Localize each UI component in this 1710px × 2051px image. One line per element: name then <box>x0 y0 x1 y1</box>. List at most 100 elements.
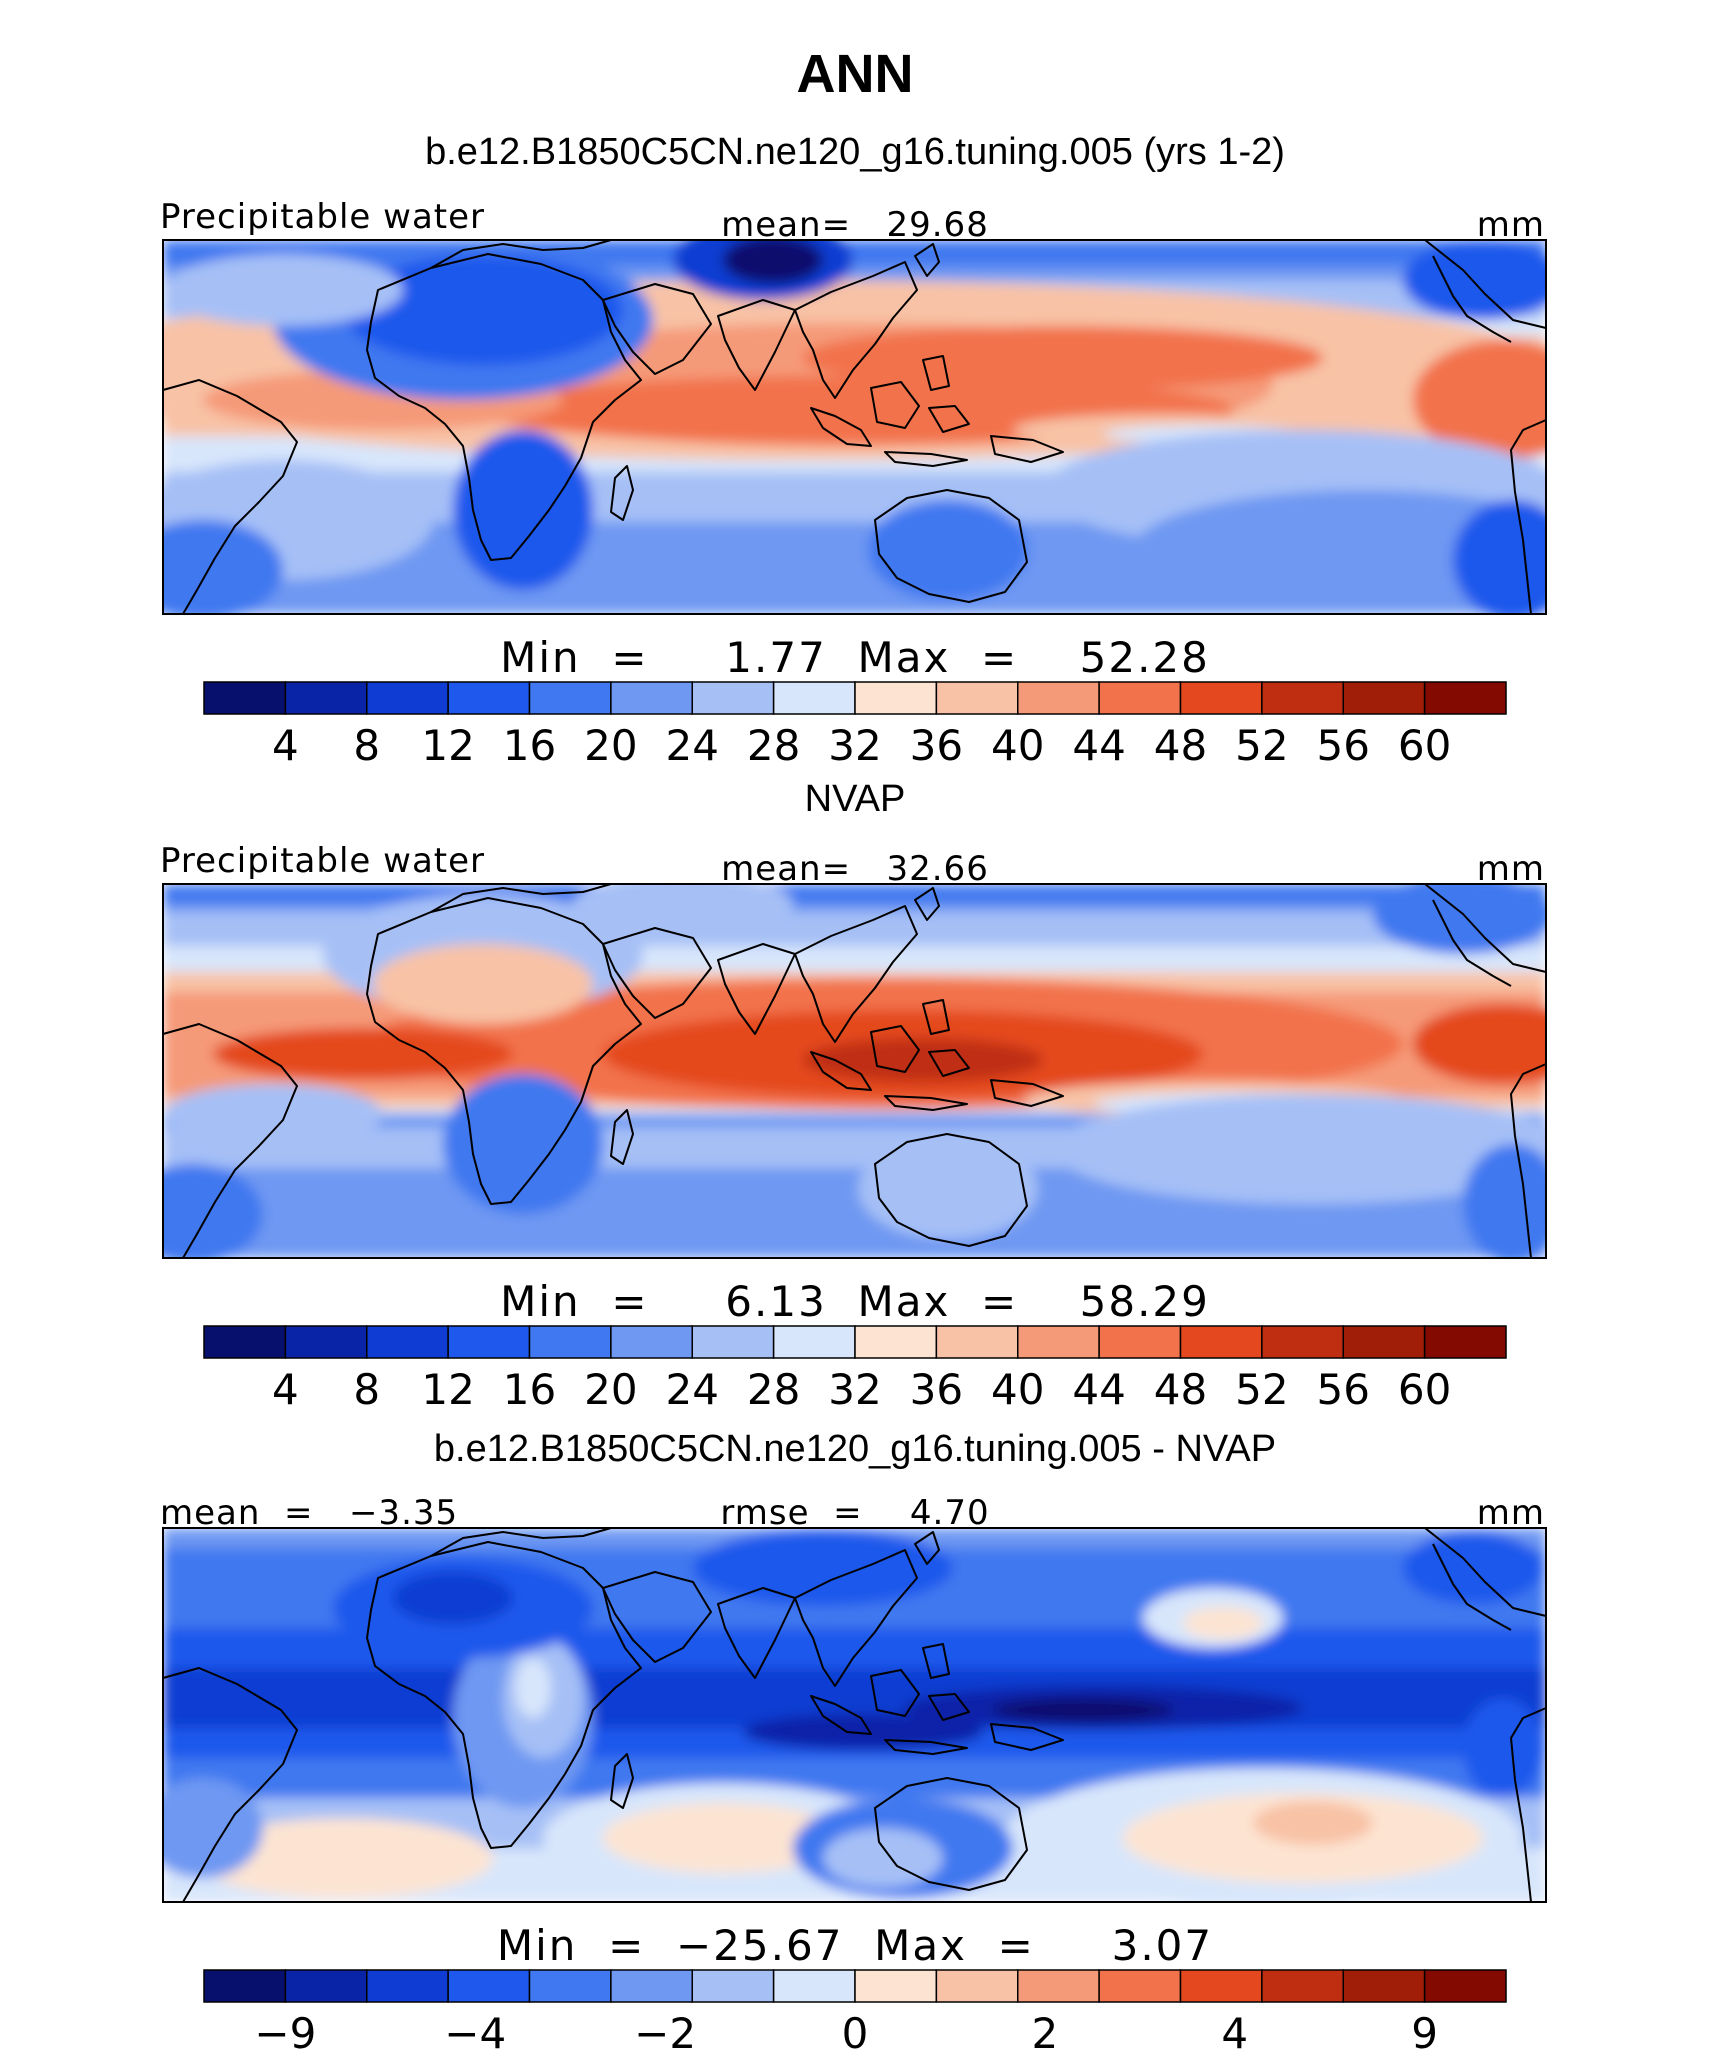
colorbar-tick-label: 8 <box>353 721 380 770</box>
colorbar-swatch <box>1179 1325 1263 1359</box>
colorbar-swatch <box>447 1969 531 2003</box>
colorbar-tick-label: 9 <box>1411 2009 1438 2051</box>
colorbar-swatch <box>691 1969 775 2003</box>
colorbar-tick-label: 16 <box>503 1365 556 1414</box>
map-field <box>162 883 1547 1259</box>
map-field <box>162 1527 1547 1903</box>
colorbar-swatch <box>1423 1325 1507 1359</box>
colorbar-tick-label: 52 <box>1235 1365 1288 1414</box>
figure-title: ANN <box>797 44 914 104</box>
colorbar-tick-label: 32 <box>828 1365 881 1414</box>
colorbar-tick-label: 36 <box>910 1365 963 1414</box>
colorbar-swatch <box>1017 681 1100 715</box>
colorbar-tick-label: 28 <box>747 1365 800 1414</box>
colorbar-tick-label: 60 <box>1398 1365 1451 1414</box>
colorbar-swatch <box>1098 681 1182 715</box>
colorbar-swatch <box>1342 1325 1426 1359</box>
colorbar: −9 −4 −2 0 2 4 9 <box>203 1969 1507 2051</box>
colorbar-swatch <box>935 1969 1019 2003</box>
colorbar-swatch <box>366 1325 449 1359</box>
min-max-label: Min = 6.13 Max = 58.29 <box>500 1277 1210 1326</box>
colorbar-swatch <box>203 1325 287 1359</box>
colorbar: 4 8 12 16 20 24 28 32 36 40 44 48 52 56 60 <box>203 1325 1507 1414</box>
colorbar-swatch <box>1179 1969 1263 2003</box>
colorbar-swatch <box>1423 681 1507 715</box>
panel-nvap: NVAP Precipitable water mean= 32.66 mm M… <box>160 778 1547 1414</box>
colorbar-tick-label: 20 <box>584 721 637 770</box>
colorbar-swatch <box>1261 1325 1345 1359</box>
colorbar-swatch <box>366 681 449 715</box>
panel-units-label: mm <box>1477 1493 1545 1533</box>
colorbar: 4 8 12 16 20 24 28 32 36 40 44 48 52 56 60 <box>203 681 1507 770</box>
colorbar-tick-label: 32 <box>828 721 881 770</box>
colorbar-tick-label: 12 <box>421 1365 474 1414</box>
colorbar-swatch <box>1017 1969 1100 2003</box>
colorbar-tick-label: 16 <box>503 721 556 770</box>
colorbar-tick-label: 48 <box>1154 1365 1207 1414</box>
colorbar-swatch <box>854 1969 938 2003</box>
colorbar-tick-label: 0 <box>842 2009 869 2051</box>
colorbar-tick-label: 24 <box>666 721 719 770</box>
colorbar-tick-label: −9 <box>254 2009 316 2051</box>
colorbar-swatch <box>854 1325 938 1359</box>
panel-header: NVAP <box>805 778 906 820</box>
colorbar-tick-label: 40 <box>991 1365 1044 1414</box>
colorbar-tick-label: 2 <box>1032 2009 1059 2051</box>
colorbar-swatch <box>284 1969 368 2003</box>
panel-center-label: mean= 29.68 <box>721 205 989 245</box>
panel-units-label: mm <box>1477 205 1545 245</box>
colorbar-tick-label: 36 <box>910 721 963 770</box>
colorbar-swatch <box>935 1325 1019 1359</box>
colorbar-swatch <box>203 681 287 715</box>
colorbar-swatch <box>1098 1325 1182 1359</box>
colorbar-swatch <box>772 1325 856 1359</box>
colorbar-tick-label: 60 <box>1398 721 1451 770</box>
colorbar-swatch <box>1017 1325 1100 1359</box>
colorbar-tick-label: 8 <box>353 1365 380 1414</box>
panel-left-label: Precipitable water <box>160 197 485 237</box>
colorbar-swatch <box>528 1325 612 1359</box>
panel-center-label: rmse = 4.70 <box>720 1493 989 1533</box>
panel-model: b.e12.B1850C5CN.ne120_g16.tuning.005 (yr… <box>160 131 1547 770</box>
colorbar-swatch <box>610 1325 694 1359</box>
map-field <box>162 239 1547 615</box>
colorbar-tick-label: 4 <box>272 1365 299 1414</box>
colorbar-swatch <box>1342 681 1426 715</box>
colorbar-swatch <box>366 1969 449 2003</box>
colorbar-swatch <box>610 681 694 715</box>
colorbar-tick-label: 56 <box>1317 1365 1370 1414</box>
colorbar-tick-label: 20 <box>584 1365 637 1414</box>
colorbar-tick-label: 48 <box>1154 721 1207 770</box>
colorbar-tick-label: 44 <box>1072 1365 1125 1414</box>
colorbar-tick-label: 12 <box>421 721 474 770</box>
panel-left-label: mean = −3.35 <box>160 1493 458 1533</box>
colorbar-tick-label: 4 <box>1221 2009 1248 2051</box>
colorbar-swatch <box>1098 1969 1182 2003</box>
colorbar-swatch <box>935 681 1019 715</box>
panel-units-label: mm <box>1477 849 1545 889</box>
colorbar-tick-label: 24 <box>666 1365 719 1414</box>
panel-header: b.e12.B1850C5CN.ne120_g16.tuning.005 - N… <box>434 1428 1276 1470</box>
colorbar-swatch <box>284 1325 368 1359</box>
panel-difference: b.e12.B1850C5CN.ne120_g16.tuning.005 - N… <box>160 1428 1547 2051</box>
colorbar-swatch <box>854 681 938 715</box>
colorbar-tick-label: −2 <box>634 2009 696 2051</box>
colorbar-swatch <box>284 681 368 715</box>
panel-header: b.e12.B1850C5CN.ne120_g16.tuning.005 (yr… <box>425 131 1285 173</box>
colorbar-swatch <box>528 1969 612 2003</box>
colorbar-swatch <box>691 1325 775 1359</box>
colorbar-tick-label: 52 <box>1235 721 1288 770</box>
min-max-label: Min = 1.77 Max = 52.28 <box>500 633 1210 682</box>
colorbar-tick-label: −4 <box>444 2009 506 2051</box>
panel-left-label: Precipitable water <box>160 841 485 881</box>
colorbar-swatch <box>772 1969 856 2003</box>
colorbar-tick-label: 28 <box>747 721 800 770</box>
colorbar-swatch <box>772 681 856 715</box>
colorbar-swatch <box>447 681 531 715</box>
colorbar-swatch <box>1423 1969 1507 2003</box>
min-max-label: Min = −25.67 Max = 3.07 <box>497 1921 1213 1970</box>
colorbar-swatch <box>610 1969 694 2003</box>
colorbar-tick-label: 4 <box>272 721 299 770</box>
colorbar-swatch <box>1261 1969 1345 2003</box>
